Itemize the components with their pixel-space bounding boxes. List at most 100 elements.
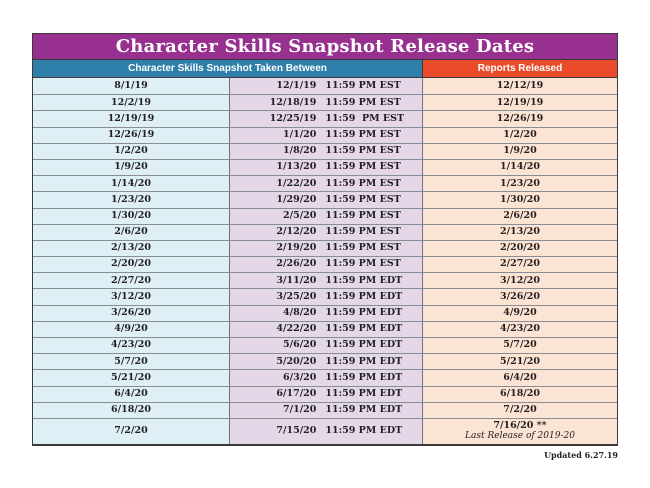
snapshot-end-date: 2/19/20 <box>276 242 317 254</box>
report-released-date: 3/12/20 <box>500 274 540 286</box>
snapshot-start-date: 1/2/20 <box>114 145 148 157</box>
snapshot-start-date: 1/30/20 <box>111 209 151 221</box>
snapshot-end-datetime-cell: 1/13/20 11:59 PM EST <box>230 159 423 176</box>
snapshot-start-date: 4/23/20 <box>111 339 151 351</box>
table-row: 12/2/19 12/18/19 11:59 PM EST 12/19/19 <box>33 94 617 111</box>
snapshot-start-date-cell: 2/13/20 <box>33 240 230 257</box>
snapshot-end-datetime-cell: 7/1/20 11:59 PM EDT <box>230 402 423 418</box>
report-released-cell: 2/27/20 <box>423 257 617 273</box>
snapshot-end-datetime-cell: 2/5/20 11:59 PM EST <box>230 208 423 224</box>
snapshot-start-date: 5/7/20 <box>114 355 148 367</box>
report-released-cell: 3/12/20 <box>423 273 617 289</box>
snapshot-start-date: 7/2/20 <box>114 425 148 437</box>
snapshot-start-date-cell: 1/14/20 <box>33 176 230 192</box>
report-released-cell: 7/16/20 ** Last Release of 2019-20 <box>423 418 617 444</box>
report-released-date: 3/26/20 <box>500 290 540 302</box>
snapshot-end-time: 11:59 PM EST <box>325 209 401 221</box>
snapshot-end-time: 11:59 PM EST <box>325 242 401 254</box>
snapshot-start-date-cell: 12/26/19 <box>33 127 230 143</box>
snapshot-start-date: 6/4/20 <box>114 387 148 399</box>
snapshot-start-date-cell: 3/12/20 <box>33 289 230 305</box>
snapshot-end-datetime-cell: 7/15/20 11:59 PM EDT <box>230 418 423 444</box>
snapshot-end-time: 11:59 PM EDT <box>325 290 403 302</box>
snapshot-start-date: 3/26/20 <box>111 307 151 318</box>
snapshot-end-datetime-cell: 4/22/20 11:59 PM EDT <box>230 321 423 337</box>
snapshot-end-time: 11:59 PM EST <box>325 177 401 189</box>
table-row: 2/13/20 2/19/20 11:59 PM EST 2/20/20 <box>33 239 617 257</box>
snapshot-end-date: 6/17/20 <box>276 387 317 399</box>
snapshot-end-time: 11:59 PM EDT <box>325 425 403 437</box>
snapshot-end-time: 11:59 PM EDT <box>325 274 403 286</box>
report-released-date: 4/23/20 <box>500 323 540 335</box>
snapshot-start-date: 2/13/20 <box>111 242 151 254</box>
snapshot-end-datetime-cell: 4/8/20 11:59 PM EDT <box>230 305 423 321</box>
snapshot-end-datetime-cell: 2/26/20 11:59 PM EST <box>230 257 423 273</box>
table-row: 8/1/19 12/1/19 11:59 PM EST 12/12/19 <box>33 78 617 95</box>
table-body: 8/1/19 12/1/19 11:59 PM EST 12/12/19 12/… <box>33 78 617 444</box>
snapshot-start-date-cell: 1/30/20 <box>33 208 230 224</box>
snapshot-end-date: 1/1/20 <box>283 128 317 140</box>
report-released-cell: 1/2/20 <box>423 127 617 143</box>
snapshot-start-date-cell: 12/2/19 <box>33 95 230 111</box>
snapshot-end-time: 11:59 PM EDT <box>325 339 403 351</box>
snapshot-start-date-cell: 2/6/20 <box>33 224 230 240</box>
snapshot-start-date: 1/23/20 <box>111 193 151 205</box>
report-released-date: 4/9/20 <box>503 307 537 318</box>
snapshot-start-date-cell: 12/19/19 <box>33 111 230 127</box>
snapshot-start-date: 12/19/19 <box>107 112 155 124</box>
snapshot-end-date: 5/20/20 <box>276 355 317 367</box>
table-title-bar: Character Skills Snapshot Release Dates <box>32 33 618 60</box>
table-row: 1/9/20 1/13/20 11:59 PM EST 1/14/20 <box>33 158 617 176</box>
snapshot-start-date-cell: 6/4/20 <box>33 386 230 402</box>
snapshot-end-date: 6/3/20 <box>283 371 317 383</box>
report-released-note: Last Release of 2019-20 <box>465 430 575 441</box>
column-header-reports-released: Reports Released <box>423 60 617 77</box>
table-row: 1/2/20 1/8/20 11:59 PM EST 1/9/20 <box>33 142 617 159</box>
snapshot-end-time: 11:59 PM EDT <box>325 323 403 335</box>
snapshot-end-datetime-cell: 3/11/20 11:59 PM EDT <box>230 273 423 289</box>
report-released-date: 1/2/20 <box>503 128 537 140</box>
report-released-date: 1/23/20 <box>500 177 540 189</box>
snapshot-end-time: 11:59 PM EST <box>325 79 401 91</box>
snapshot-end-time: 11:59 PM EDT <box>325 355 403 367</box>
snapshot-start-date: 3/12/20 <box>111 290 151 302</box>
snapshot-start-date: 4/9/20 <box>114 323 148 335</box>
report-released-cell: 2/6/20 <box>423 208 617 224</box>
snapshot-start-date-cell: 7/2/20 <box>33 418 230 444</box>
snapshot-start-date-cell: 4/9/20 <box>33 321 230 337</box>
snapshot-end-datetime-cell: 12/25/19 11:59 PM EST <box>230 111 423 127</box>
report-released-date: 2/20/20 <box>500 242 540 254</box>
snapshot-end-datetime-cell: 2/12/20 11:59 PM EST <box>230 224 423 240</box>
snapshot-start-date: 8/1/19 <box>114 79 148 91</box>
table-grid: Character Skills Snapshot Taken Between … <box>32 60 618 446</box>
snapshot-start-date-cell: 1/2/20 <box>33 143 230 159</box>
report-released-date: 12/12/19 <box>496 79 544 91</box>
snapshot-end-date: 1/13/20 <box>276 161 317 173</box>
report-released-date: 2/27/20 <box>500 258 540 270</box>
snapshot-end-datetime-cell: 12/18/19 11:59 PM EST <box>230 95 423 111</box>
snapshot-end-datetime-cell: 1/8/20 11:59 PM EST <box>230 143 423 159</box>
report-released-cell: 1/23/20 <box>423 176 617 192</box>
snapshot-start-date-cell: 2/20/20 <box>33 257 230 273</box>
snapshot-end-time: 11:59 PM EDT <box>325 387 403 399</box>
report-released-cell: 3/26/20 <box>423 289 617 305</box>
snapshot-end-datetime-cell: 6/3/20 11:59 PM EDT <box>230 370 423 386</box>
table-row: 3/26/20 4/8/20 11:59 PM EDT 4/9/20 <box>33 304 617 321</box>
snapshot-end-time: 11:59 PM EST <box>325 145 401 157</box>
table-row: 7/2/20 7/15/20 11:59 PM EDT 7/16/20 ** L… <box>33 417 617 444</box>
report-released-cell: 1/14/20 <box>423 159 617 176</box>
snapshot-start-date-cell: 5/21/20 <box>33 370 230 386</box>
snapshot-end-time: 11:59 PM EST <box>325 161 401 173</box>
snapshot-start-date: 2/20/20 <box>111 258 151 270</box>
snapshot-start-date: 12/26/19 <box>107 128 155 140</box>
report-released-date: 7/16/20 ** <box>493 420 547 432</box>
snapshot-start-date: 12/2/19 <box>111 96 151 108</box>
report-released-date: 12/19/19 <box>496 96 544 108</box>
snapshot-end-date: 1/29/20 <box>276 193 317 205</box>
report-released-date: 1/30/20 <box>500 193 540 205</box>
snapshot-end-time: 11:59 PM EST <box>325 96 401 108</box>
table-row: 6/18/20 7/1/20 11:59 PM EDT 7/2/20 <box>33 401 617 418</box>
snapshot-end-datetime-cell: 5/20/20 11:59 PM EDT <box>230 354 423 370</box>
snapshot-start-date: 2/27/20 <box>111 274 151 286</box>
snapshot-end-date: 2/26/20 <box>276 258 317 270</box>
